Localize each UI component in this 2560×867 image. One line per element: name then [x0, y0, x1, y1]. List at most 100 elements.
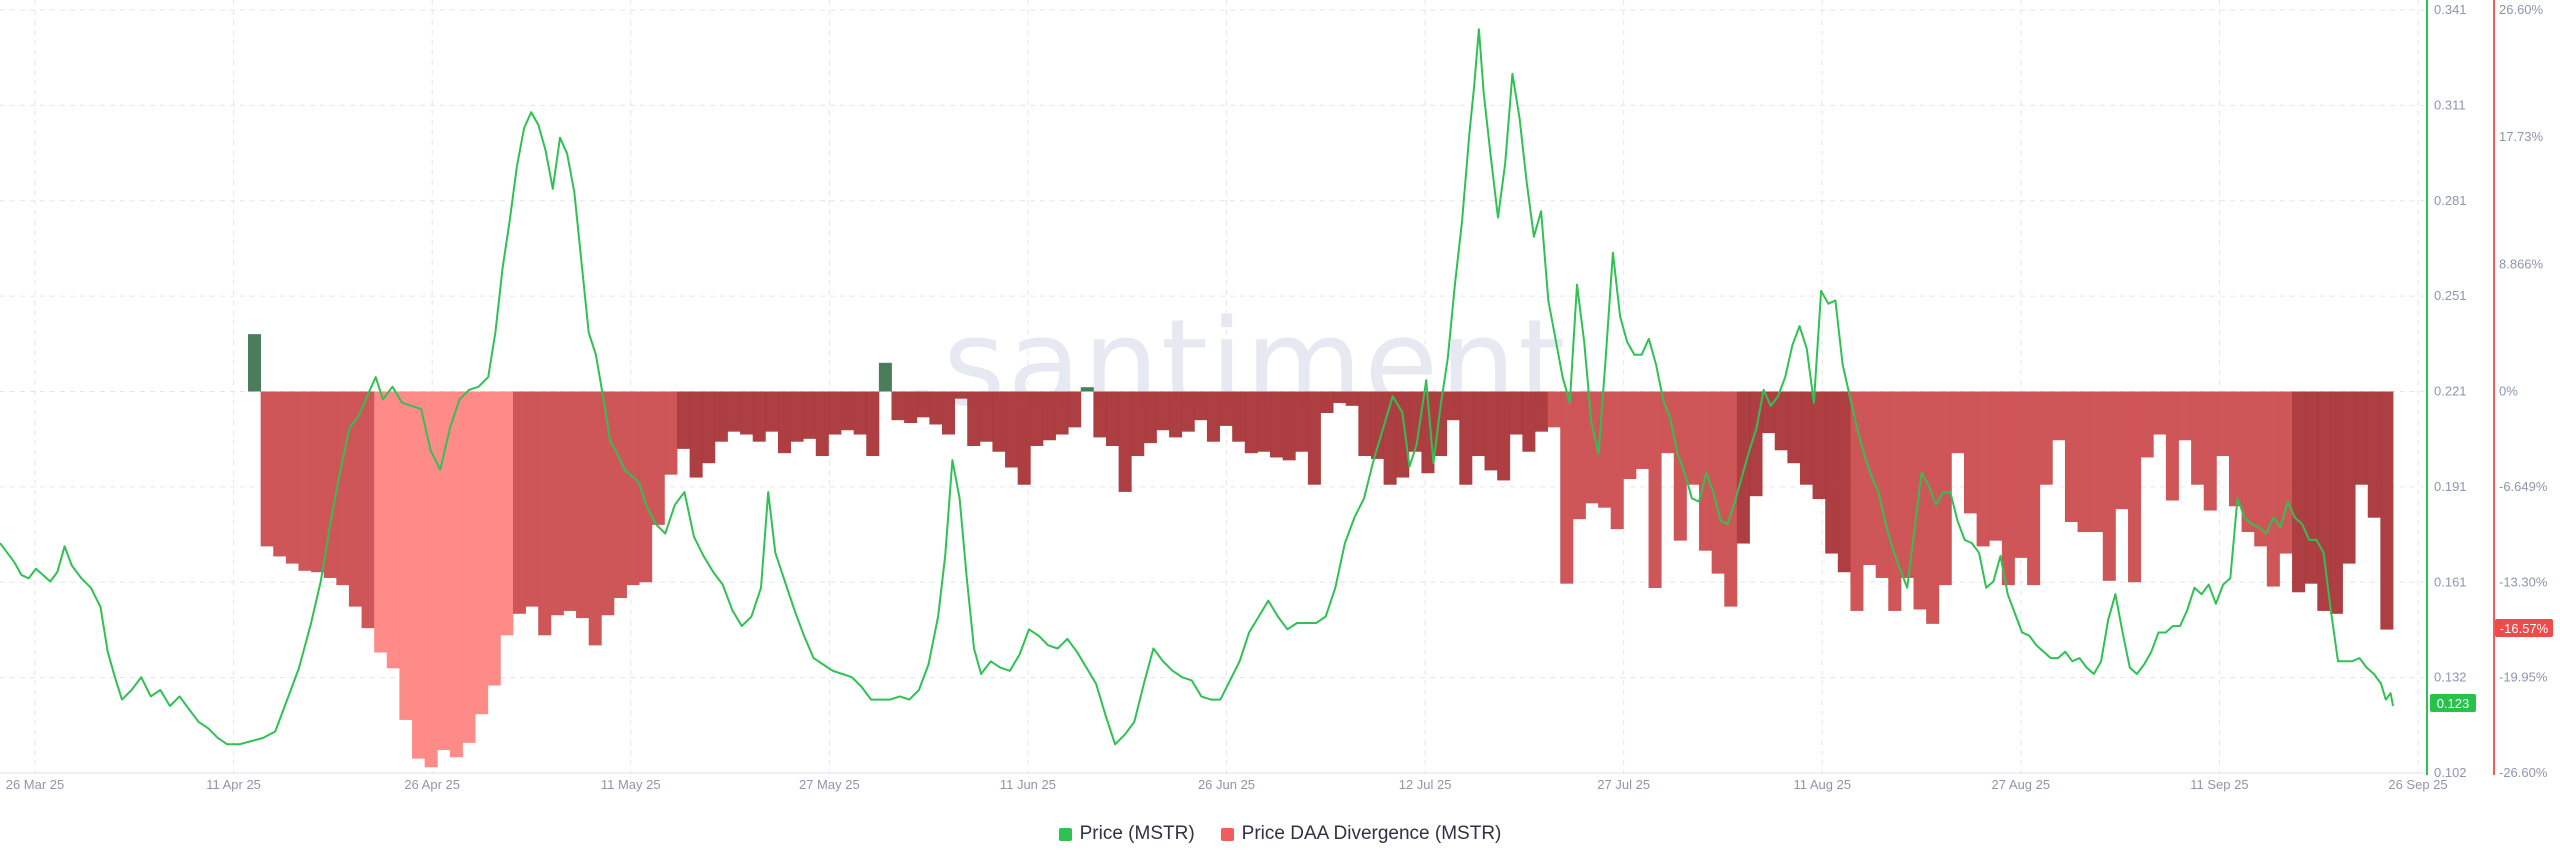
divergence-bar	[941, 391, 955, 435]
divergence-bar	[1307, 391, 1321, 485]
divergence-bar	[2317, 391, 2331, 611]
divergence-bar	[311, 391, 325, 573]
divergence-bar	[1825, 391, 1839, 554]
legend: Price (MSTR) Price DAA Divergence (MSTR)	[0, 820, 2560, 848]
divergence-bar	[1484, 391, 1498, 471]
divergence-bar	[437, 391, 451, 751]
divergence-tick-label: 26.60%	[2499, 2, 2544, 17]
legend-label-divergence: Price DAA Divergence (MSTR)	[1241, 823, 1502, 844]
divergence-bar	[588, 391, 602, 646]
divergence-bar	[790, 391, 804, 442]
divergence-bar	[1042, 391, 1056, 441]
divergence-bar	[2304, 391, 2318, 584]
divergence-bar	[2241, 391, 2255, 533]
divergence-bar	[2216, 391, 2230, 457]
x-tick-label: 27 Jul 25	[1597, 777, 1650, 792]
divergence-bar	[1799, 391, 1813, 485]
divergence-bar	[449, 391, 463, 758]
x-tick-label: 26 Mar 25	[6, 777, 65, 792]
divergence-bar	[878, 362, 892, 392]
divergence-bar	[1762, 391, 1776, 434]
divergence-current-value: -16.57%	[2500, 621, 2549, 636]
divergence-bar	[1370, 391, 1384, 459]
divergence-bar	[2090, 391, 2104, 533]
divergence-bar	[1787, 391, 1801, 464]
divergence-bar	[1989, 391, 2003, 541]
divergence-bar	[525, 391, 539, 607]
legend-label-price: Price (MSTR)	[1079, 823, 1195, 844]
divergence-bar	[273, 391, 287, 557]
divergence-bar	[1711, 391, 1725, 574]
x-tick-label: 26 Sep 25	[2388, 777, 2447, 792]
legend-swatch-divergence	[1220, 827, 1234, 841]
divergence-bar	[815, 391, 829, 457]
divergence-bar	[727, 391, 741, 432]
divergence-bar	[1623, 391, 1637, 479]
divergence-bar	[2191, 391, 2205, 485]
divergence-bar	[2140, 391, 2154, 458]
divergence-bar	[1951, 391, 1965, 454]
x-tick-label: 26 Jun 25	[1198, 777, 1255, 792]
legend-swatch-price	[1058, 827, 1072, 841]
divergence-bar	[1888, 391, 1902, 611]
divergence-bar	[2128, 391, 2142, 583]
divergence-tick-label: 17.73%	[2499, 129, 2544, 144]
divergence-bar	[866, 391, 880, 457]
divergence-bar	[2153, 391, 2167, 435]
divergence-bar	[1900, 391, 1914, 578]
divergence-bar	[1547, 391, 1561, 428]
divergence-bar	[2014, 391, 2028, 558]
divergence-bar	[399, 391, 413, 720]
divergence-bar	[1976, 391, 1990, 547]
divergence-bar	[1812, 391, 1826, 500]
divergence-bar	[2367, 391, 2381, 518]
divergence-bar	[2279, 391, 2293, 554]
divergence-bar	[1699, 391, 1713, 551]
divergence-bar	[298, 391, 312, 571]
divergence-bar	[1648, 391, 1662, 588]
divergence-bar	[538, 391, 552, 636]
divergence-bar	[1572, 391, 1586, 520]
divergence-bar	[777, 391, 791, 454]
divergence-bar	[765, 391, 779, 432]
x-tick-label: 11 Aug 25	[1793, 777, 1851, 792]
divergence-bar	[563, 391, 577, 611]
divergence-tick-label: 0%	[2499, 384, 2518, 399]
divergence-bar	[841, 391, 855, 431]
divergence-bar	[462, 391, 476, 743]
divergence-bar	[512, 391, 526, 614]
divergence-bar	[248, 334, 262, 392]
divergence-bar	[1068, 391, 1082, 428]
divergence-bar	[664, 391, 678, 475]
divergence-bar	[336, 391, 350, 586]
divergence-bar	[1610, 391, 1624, 530]
x-tick-label: 11 Jun 25	[1000, 777, 1056, 792]
divergence-bar	[967, 391, 981, 446]
divergence-bar	[2064, 391, 2078, 523]
divergence-bar	[2380, 391, 2394, 630]
price-current-tag: 0.123	[2430, 694, 2476, 712]
divergence-bar	[260, 391, 274, 547]
divergence-bars	[248, 334, 2394, 768]
price-current-value: 0.123	[2437, 696, 2470, 711]
legend-item-divergence[interactable]: Price DAA Divergence (MSTR)	[1220, 823, 1502, 845]
divergence-bar	[1446, 391, 1460, 421]
divergence-bar	[1661, 391, 1675, 454]
price-tick-label: 0.161	[2434, 574, 2467, 589]
divergence-bar	[740, 391, 754, 435]
divergence-bar	[1560, 391, 1574, 584]
divergence-bar	[2355, 391, 2369, 485]
divergence-bar	[891, 391, 905, 421]
legend-item-price[interactable]: Price (MSTR)	[1058, 823, 1195, 845]
divergence-bar	[853, 391, 867, 435]
divergence-bar	[2102, 391, 2116, 581]
divergence-bar	[1005, 391, 1019, 468]
divergence-bar	[2115, 391, 2129, 510]
divergence-bar	[1219, 391, 1233, 426]
x-tick-label: 26 Apr 25	[404, 777, 460, 792]
divergence-bar	[1875, 391, 1889, 578]
divergence-bar	[475, 391, 489, 715]
divergence-bar	[904, 391, 918, 424]
price-tick-label: 0.281	[2434, 193, 2467, 208]
divergence-bar	[1282, 391, 1296, 461]
